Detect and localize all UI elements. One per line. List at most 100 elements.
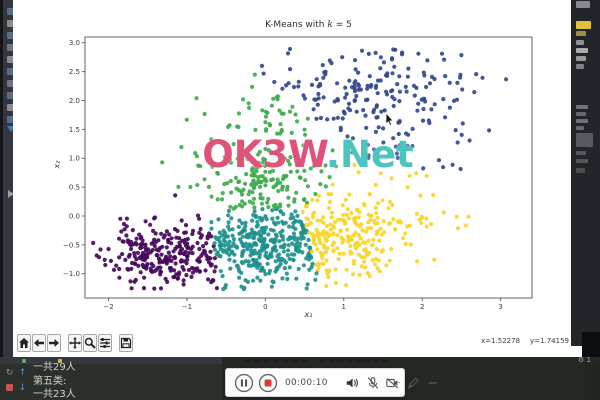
x-tick-label: −1 (182, 303, 192, 311)
ide-left-sidebar[interactable] (0, 0, 15, 400)
home-icon (19, 338, 29, 348)
minimap-mark (576, 98, 588, 102)
coordinate-x: x=1.52278 (481, 337, 521, 345)
screen-recorder-toolbar: 00:00:10 (225, 368, 437, 397)
ide-corner-block (585, 363, 600, 400)
ide-corner (582, 332, 600, 358)
minimap-mark (576, 151, 586, 155)
collapse-icon[interactable] (7, 126, 15, 132)
y-axis-label: x₂ (52, 160, 62, 169)
x-tick-label: 2 (420, 303, 424, 311)
rerun-icon[interactable]: ↻ (5, 368, 14, 378)
plot-area[interactable]: −2 −1 0 1 2 3 −1.0 −0.5 0.0 0.5 1.0 1.5 2.0 2.5 3.0 (13, 0, 585, 357)
camera-muted-icon (386, 377, 400, 388)
console-line: 第五类: (33, 375, 67, 387)
cursor-coordinates: x=1.52278 y=1.74159 (471, 337, 569, 345)
y-tick-label: 0.0 (69, 212, 80, 220)
ide-right-panel[interactable] (571, 0, 600, 346)
y-tick-label: −0.5 (63, 241, 80, 249)
minimize-icon (428, 381, 437, 384)
x-tick-label: 0 (263, 303, 267, 311)
plot-title-k: k (327, 20, 333, 30)
minimap-mark (576, 126, 584, 130)
speaker-button[interactable] (345, 375, 361, 391)
minimap-mark (576, 168, 585, 173)
minimap-mark (576, 56, 586, 61)
project-tree-icon[interactable] (7, 44, 15, 51)
minimap-mark (576, 105, 588, 109)
minimap-mark (576, 1, 590, 8)
zoom-icon (84, 337, 96, 349)
save-icon (120, 337, 132, 349)
pause-button[interactable] (234, 373, 254, 393)
watermark-left: OK3W (202, 133, 326, 176)
minimap-mark (576, 48, 588, 53)
minimap-mark (576, 119, 588, 123)
mic-muted-button[interactable] (365, 375, 381, 391)
pan-button[interactable] (68, 334, 82, 352)
status-badge: 1 (586, 356, 591, 364)
minimap-mark (576, 159, 588, 163)
minimap-mark (576, 40, 584, 45)
project-tree-icon[interactable] (7, 8, 15, 15)
run-console: ↻ ↑ ↓ 一共29人第五类: 一共23人 (0, 357, 222, 400)
ide-status-icons[interactable]: ⚙ 1 (578, 356, 591, 364)
save-button[interactable] (119, 334, 133, 352)
ide-bottom-band: ↻ ↑ ↓ 一共29人第五类: 一共23人 00:00:10 ⚙ 1 (0, 356, 600, 400)
y-tick-label: 3.0 (69, 39, 80, 47)
y-tick-label: 2.0 (69, 97, 80, 105)
back-button[interactable] (32, 334, 46, 352)
y-tick-label: 2.5 (69, 68, 80, 76)
plot-title: K-Means with k = 5 (85, 20, 532, 30)
forward-icon (49, 339, 59, 347)
minimap-mark (576, 112, 586, 116)
forward-button[interactable] (47, 334, 61, 352)
plot-title-suffix: = 5 (332, 20, 352, 30)
scroll-down-icon[interactable]: ↓ (18, 383, 27, 393)
matplotlib-toolbar (17, 333, 133, 353)
minimap-mark (576, 21, 591, 29)
x-axis-label: x₁ (304, 310, 313, 319)
project-tree-icon[interactable] (7, 32, 15, 39)
project-tree-icon[interactable] (7, 116, 15, 123)
y-tick-label: 0.5 (69, 184, 80, 192)
project-tree-icon[interactable] (7, 56, 15, 63)
run-tab-icon (22, 359, 26, 363)
y-tick-label: 1.5 (69, 126, 80, 134)
minimap-mark (576, 64, 584, 69)
home-button[interactable] (17, 334, 31, 352)
stop-icon (258, 373, 278, 392)
stop-icon[interactable] (6, 384, 13, 391)
y-tick-label: 1.0 (69, 155, 80, 163)
zoom-button[interactable] (83, 334, 97, 352)
run-marker-icon[interactable] (8, 190, 14, 198)
draw-icon (407, 376, 419, 389)
scroll-up-icon[interactable]: ↑ (18, 368, 27, 378)
x-tick-label: 3 (498, 303, 502, 311)
project-tree-icon[interactable] (7, 80, 15, 87)
console-line: 一共23人 (33, 389, 76, 400)
y-tick-label: −1.0 (63, 270, 80, 278)
stop-button[interactable] (258, 373, 278, 393)
minimap-mark (576, 31, 586, 36)
project-tree-icon[interactable] (7, 20, 15, 27)
background-text-artifact (320, 359, 388, 362)
configure-subplots-button[interactable] (98, 334, 112, 352)
project-tree-icon[interactable] (7, 104, 15, 111)
console-line: 一共29人 (33, 362, 76, 373)
camera-muted-button[interactable] (385, 375, 401, 391)
project-tree-icon[interactable] (7, 68, 15, 75)
minimize-button[interactable] (425, 375, 441, 391)
console-output: 一共29人第五类: 一共23人 (33, 361, 76, 400)
minimap-mark (576, 133, 593, 147)
pan-icon (69, 337, 81, 349)
project-tree-icon[interactable] (7, 92, 15, 99)
back-icon (34, 339, 44, 347)
mic-muted-icon (367, 376, 379, 389)
watermark: OK3W.Net (188, 133, 428, 176)
configure-subplots-icon (100, 338, 110, 348)
mouse-cursor (385, 113, 395, 127)
draw-button[interactable] (405, 375, 421, 391)
matplotlib-figure-window: K-Means with k = 5 −2 −1 0 1 2 3 −1.0 −0.5 0.0 0.… (13, 0, 585, 357)
console-tab-bar[interactable] (0, 357, 222, 364)
